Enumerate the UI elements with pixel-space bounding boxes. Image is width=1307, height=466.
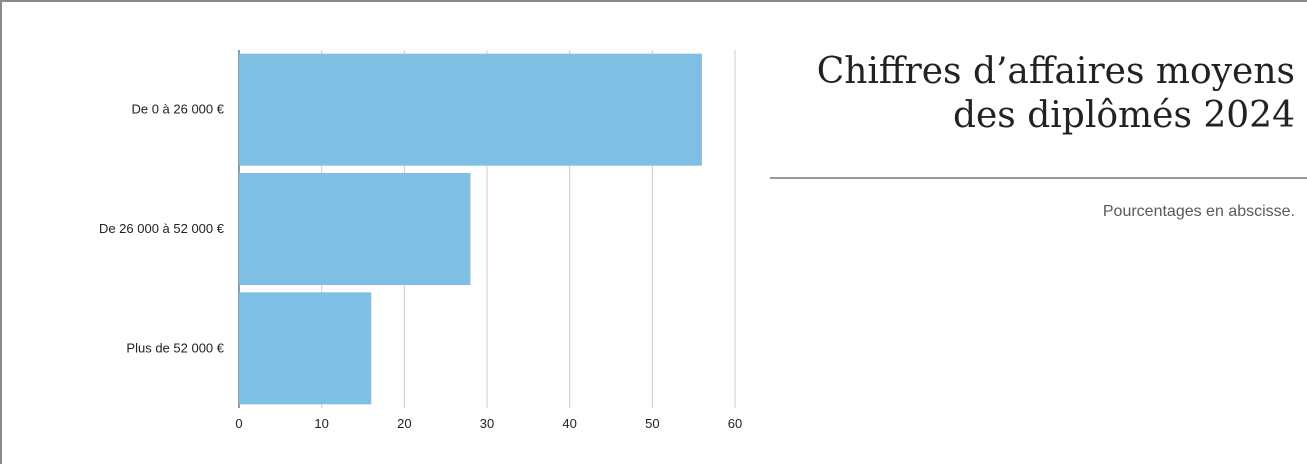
bar [239,292,372,405]
x-tick-label: 30 [480,416,494,431]
bar [239,53,702,166]
bars [239,53,702,405]
chart-title: Chiffres d’affaires moyens des diplômés … [816,51,1295,136]
x-tick-label: 0 [235,416,242,431]
x-tick-label: 50 [645,416,659,431]
x-tick-label: 40 [562,416,576,431]
chart-subtitle: Pourcentages en abscisse. [1102,203,1295,220]
category-label: De 0 à 26 000 € [131,102,224,117]
x-tick-label: 60 [728,416,742,431]
title-divider [770,177,1307,179]
category-label: De 26 000 à 52 000 € [99,221,225,236]
x-tick-label: 20 [397,416,411,431]
category-label: Plus de 52 000 € [126,340,224,355]
bar [239,173,471,285]
x-tick-labels: 0 10 20 30 40 50 60 [235,416,742,431]
category-labels: De 0 à 26 000 € De 26 000 à 52 000 € Plus … [99,102,225,356]
x-tick-label: 10 [314,416,328,431]
